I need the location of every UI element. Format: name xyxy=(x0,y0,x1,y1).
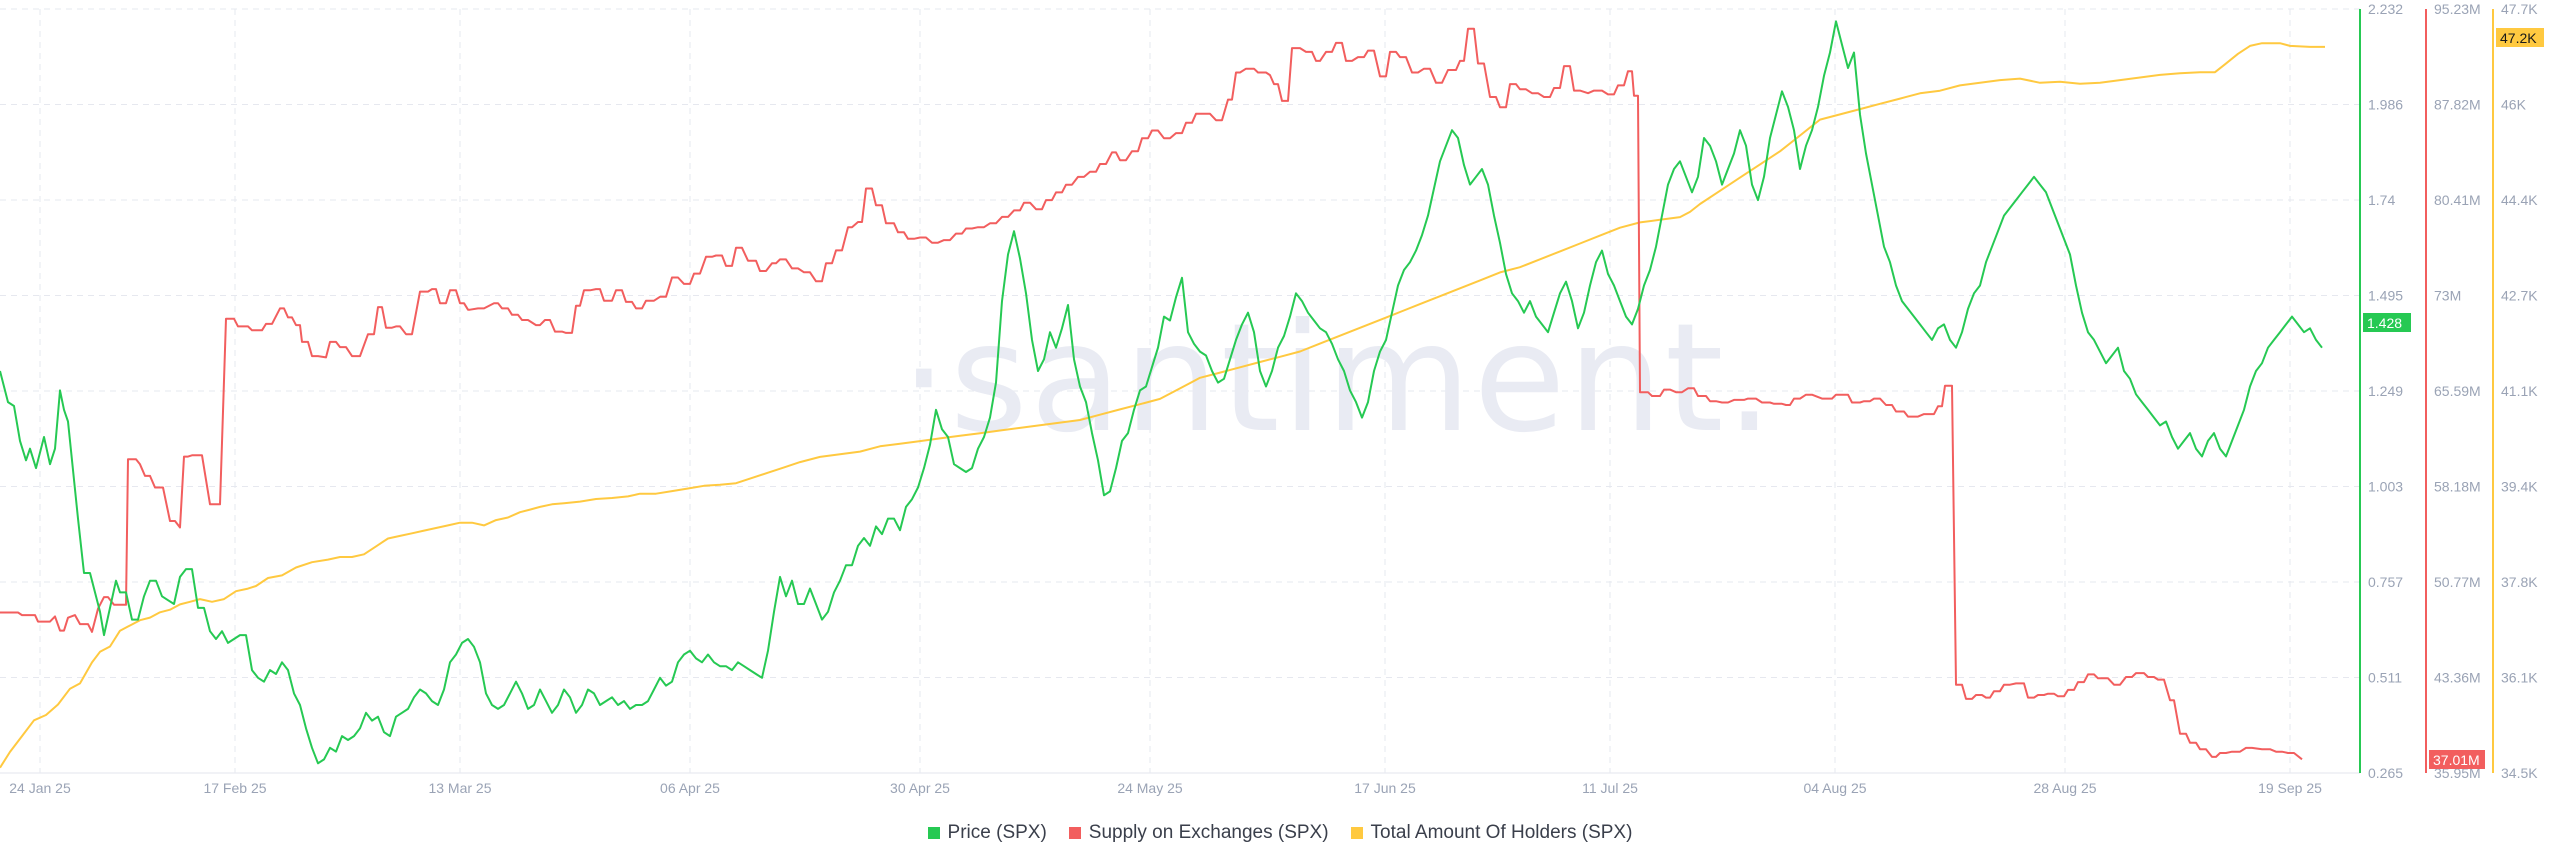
y-tick-label: 44.4K xyxy=(2501,192,2538,208)
x-tick-label: 11 Jul 25 xyxy=(1582,780,1638,796)
y-tick-label: 1.495 xyxy=(2368,288,2403,304)
y-tick-label: 0.511 xyxy=(2368,670,2402,686)
current-value-badge xyxy=(2496,28,2544,47)
current-value-badge xyxy=(2429,750,2485,769)
y-tick-label: 65.59M xyxy=(2434,383,2481,399)
x-tick-label: 13 Mar 25 xyxy=(428,780,491,796)
y-tick-label: 73M xyxy=(2434,288,2461,304)
supply-axis[interactable]: 95.23M 87.82M 80.41M 73M 65.59M 58.18M 50.77M 4… xyxy=(2425,1,2485,781)
x-axis: 24 Jan 25 17 Feb 25 13 Mar 25 06 Apr 25 30 A… xyxy=(9,780,2322,796)
price-axis[interactable]: 2.232 1.986 1.74 1.495 1.249 1.003 0.757 0.511 0… xyxy=(2359,1,2411,781)
y-tick-label: 41.1K xyxy=(2501,383,2538,399)
chart-legend: Price (SPX) Supply on Exchanges (SPX) To… xyxy=(0,822,2560,844)
y-tick-label: 46K xyxy=(2501,97,2527,113)
legend-item-supply[interactable]: Supply on Exchanges (SPX) xyxy=(1068,822,1329,844)
y-tick-label: 1.003 xyxy=(2368,479,2403,495)
y-tick-label: 2.232 xyxy=(2368,1,2403,17)
y-tick-label: 0.757 xyxy=(2368,574,2403,590)
y-tick-label: 39.4K xyxy=(2501,479,2538,495)
current-value-text: 1.428 xyxy=(2367,315,2402,331)
x-tick-label: 24 Jan 25 xyxy=(9,780,71,796)
current-value-badge xyxy=(2363,313,2411,332)
santiment-watermark: ·santiment. xyxy=(900,292,1775,466)
y-tick-label: 1.249 xyxy=(2368,383,2403,399)
x-tick-label: 04 Aug 25 xyxy=(1803,780,1866,796)
holders-swatch-icon xyxy=(1350,827,1363,839)
y-tick-label: 50.77M xyxy=(2434,574,2481,590)
y-tick-label: 80.41M xyxy=(2434,192,2481,208)
supply-swatch-icon xyxy=(1068,827,1081,839)
x-tick-label: 28 Aug 25 xyxy=(2033,780,2096,796)
y-tick-label: 58.18M xyxy=(2434,479,2481,495)
x-tick-label: 06 Apr 25 xyxy=(660,780,720,796)
y-tick-label: 0.265 xyxy=(2368,765,2403,781)
y-tick-label: 34.5K xyxy=(2501,765,2538,781)
current-value-text: 47.2K xyxy=(2500,30,2537,46)
price-series-line xyxy=(0,20,2323,765)
x-tick-label: 17 Feb 25 xyxy=(203,780,266,796)
legend-item-price[interactable]: Price (SPX) xyxy=(927,822,1047,844)
legend-item-holders[interactable]: Total Amount Of Holders (SPX) xyxy=(1350,822,1633,844)
y-tick-label: 43.36M xyxy=(2434,670,2481,686)
supply-series-line xyxy=(0,27,2303,761)
y-tick-label: 42.7K xyxy=(2501,288,2538,304)
holders-axis[interactable]: 47.7K 46K 44.4K 42.7K 41.1K 39.4K 37.8K 36.1K 34… xyxy=(2492,1,2544,781)
price-swatch-icon xyxy=(927,827,940,839)
x-tick-label: 19 Sep 25 xyxy=(2258,780,2322,796)
y-tick-label: 95.23M xyxy=(2434,1,2481,17)
x-tick-label: 30 Apr 25 xyxy=(890,780,950,796)
legend-label-price: Price (SPX) xyxy=(947,822,1047,843)
y-tick-label: 36.1K xyxy=(2501,670,2538,686)
y-tick-label: 87.82M xyxy=(2434,97,2481,113)
y-tick-label: 37.8K xyxy=(2501,574,2538,590)
y-tick-label: 1.74 xyxy=(2368,192,2395,208)
y-tick-label: 47.7K xyxy=(2501,1,2538,17)
holders-series-line xyxy=(0,42,2325,769)
legend-label-supply: Supply on Exchanges (SPX) xyxy=(1088,822,1329,843)
x-tick-label: 24 May 25 xyxy=(1117,780,1183,796)
y-tick-label: 1.986 xyxy=(2368,97,2403,113)
current-value-text: 37.01M xyxy=(2433,752,2480,768)
x-tick-label: 17 Jun 25 xyxy=(1354,780,1416,796)
gridlines xyxy=(0,8,2360,774)
legend-label-holders: Total Amount Of Holders (SPX) xyxy=(1370,822,1633,843)
